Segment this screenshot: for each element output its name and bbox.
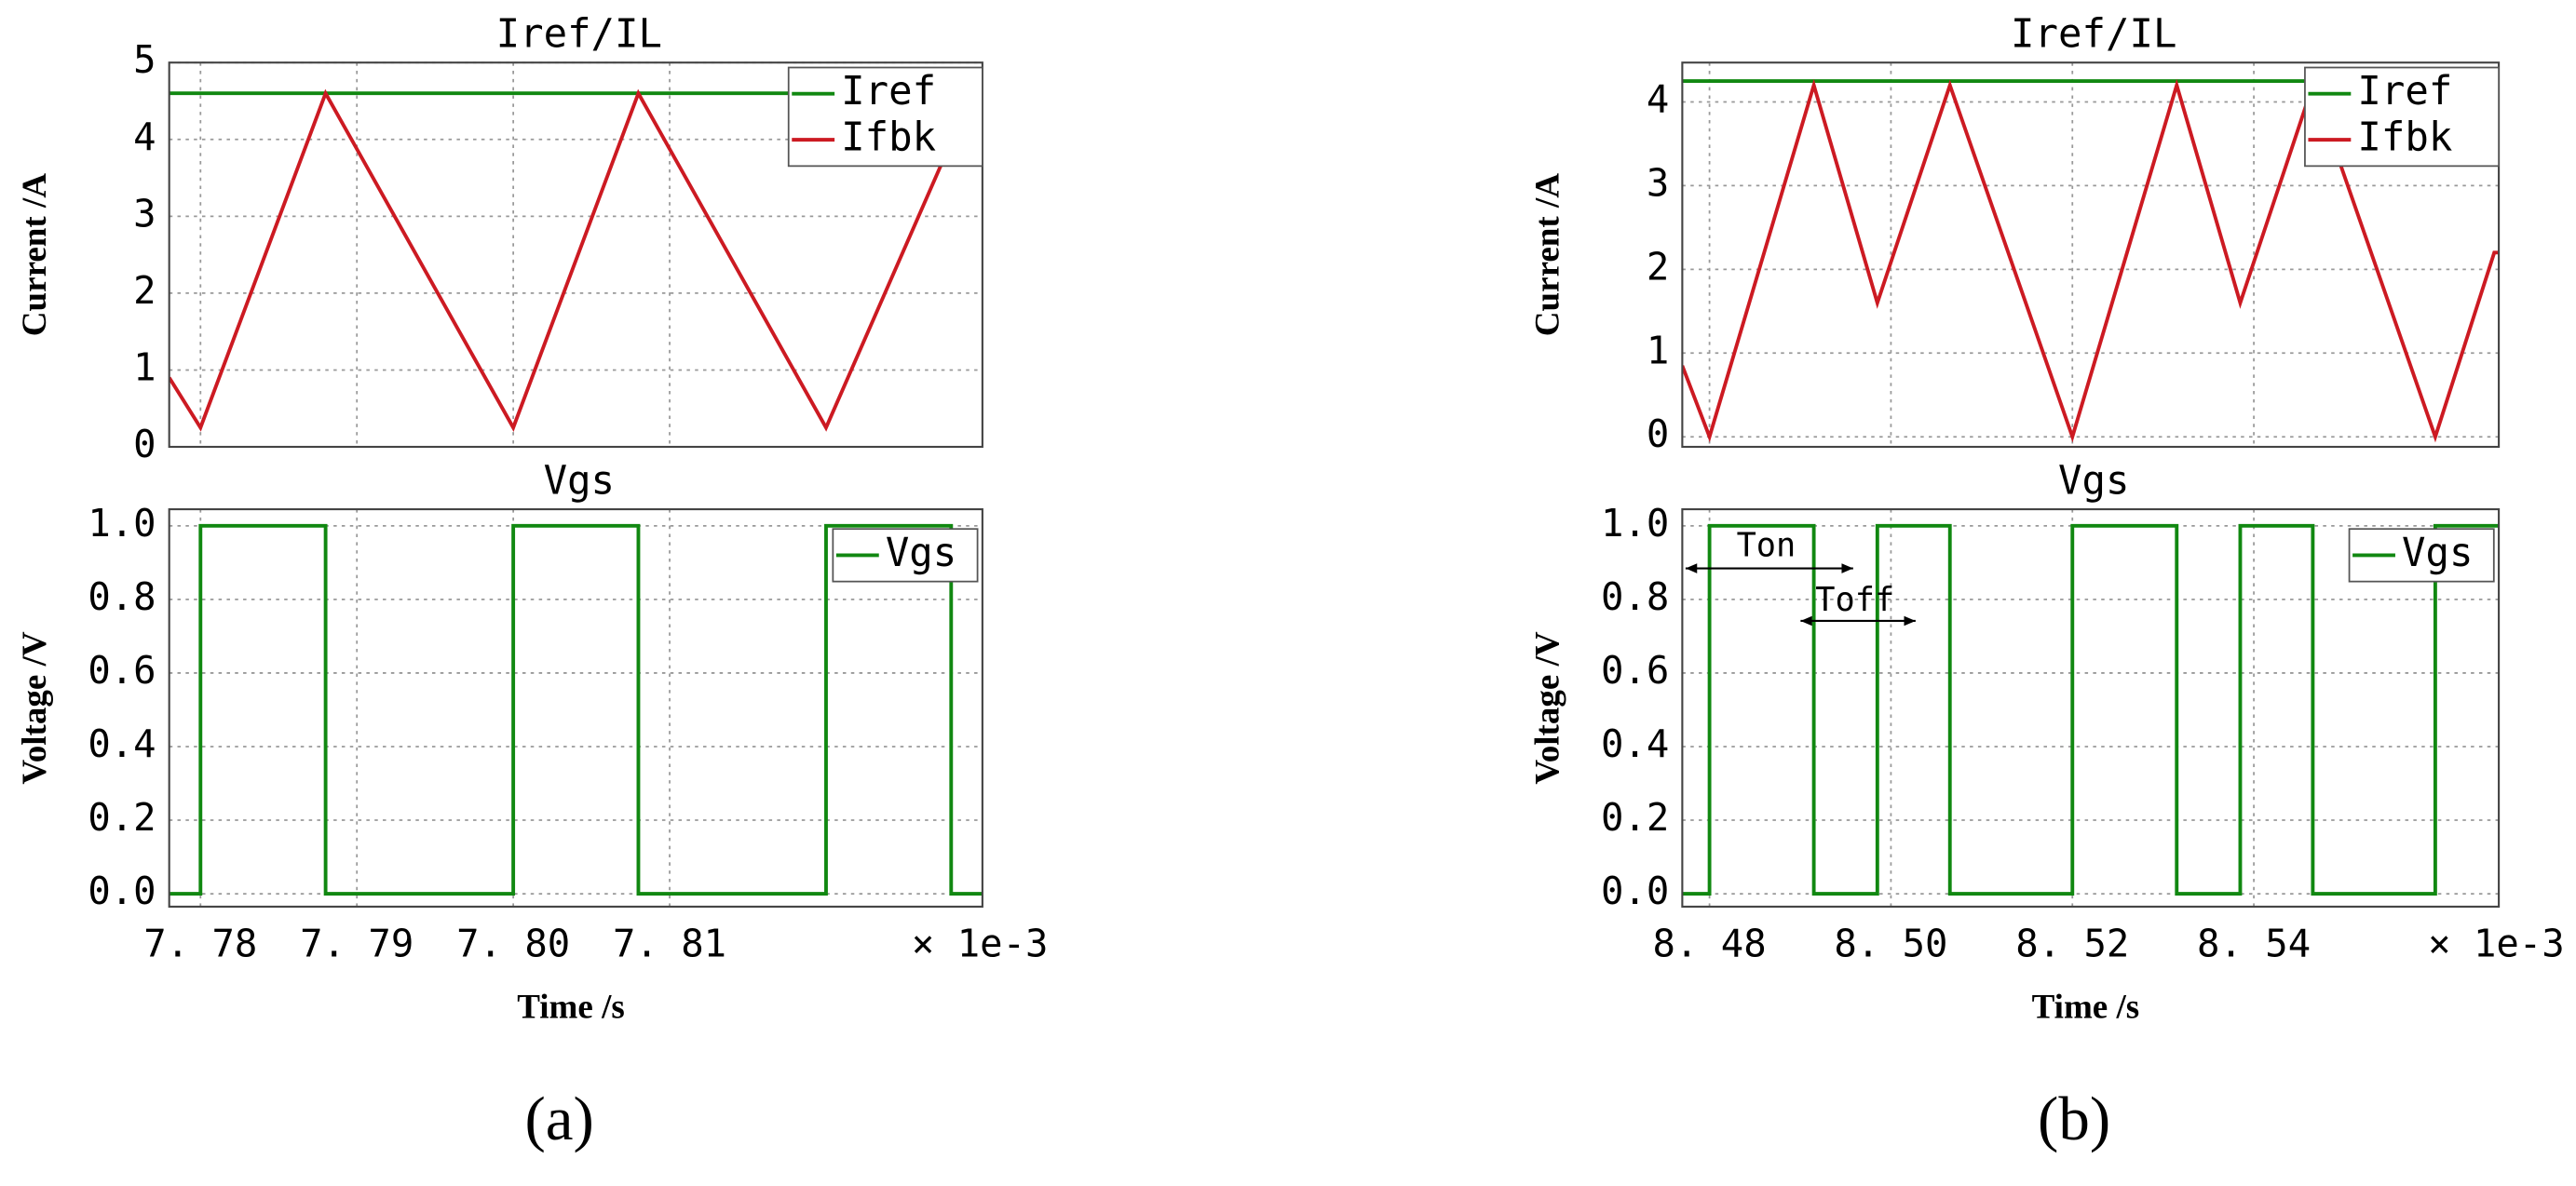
legend-label: Vgs (886, 530, 956, 575)
legend-box (787, 66, 983, 168)
legend-box (2304, 66, 2500, 168)
y-tick-label: 3 (133, 191, 156, 236)
y-tick-label: 0.2 (1601, 795, 1669, 840)
legend-label: Iref (841, 68, 936, 114)
y-axis-label: Current /A (1529, 173, 1567, 336)
x-axis-label: Time /s (517, 989, 625, 1027)
y-tick-label: 1.0 (88, 501, 156, 546)
y-tick-label: 0 (133, 422, 156, 466)
y-tick-label: 0.4 (88, 721, 156, 766)
y-tick-label: 2 (1647, 244, 1669, 289)
x-multiplier: × 1e-3 (912, 921, 1049, 965)
annotation: Ton (1737, 527, 1796, 565)
series-line (1682, 523, 2500, 896)
x-tick-label: 8. 50 (1834, 921, 1947, 965)
arrow-head (1904, 615, 1916, 627)
y-tick-label: 4 (1647, 76, 1669, 121)
arrow-head (1800, 615, 1812, 627)
legend-label: Vgs (2402, 530, 2473, 575)
y-tick-label: 0.0 (88, 869, 156, 913)
y-tick-label: 0 (1647, 411, 1669, 456)
y-tick-label: 0.6 (1601, 648, 1669, 693)
x-multiplier: × 1e-3 (2428, 921, 2565, 965)
y-axis-label: Voltage /V (1529, 631, 1567, 784)
y-tick-label: 3 (1647, 160, 1669, 205)
arrow-head (1841, 563, 1853, 573)
arrow-head (1685, 563, 1698, 573)
plot-frame (168, 507, 983, 908)
plot-frame (1681, 507, 2501, 908)
plot-frame (168, 61, 983, 449)
x-tick-label: 7. 79 (300, 921, 414, 965)
x-tick-label: 8. 48 (1653, 921, 1767, 965)
legend-label: Ifbk (2357, 115, 2452, 160)
y-tick-label: 0.2 (88, 795, 156, 840)
subplot-title: Vgs (2058, 457, 2129, 503)
x-axis-label: Time /s (2032, 989, 2140, 1027)
panel-caption: (a) (524, 1085, 593, 1153)
series-line (169, 523, 983, 896)
x-tick-label: 7. 81 (613, 921, 726, 965)
y-tick-label: 2 (133, 268, 156, 313)
x-tick-label: 7. 78 (143, 921, 257, 965)
y-tick-label: 0.8 (88, 574, 156, 619)
x-tick-label: 7. 80 (456, 921, 570, 965)
y-tick-label: 1 (1647, 328, 1669, 372)
legend-label: Ifbk (841, 115, 936, 160)
subplot-title: Iref/IL (2011, 10, 2176, 56)
y-tick-label: 1 (133, 344, 156, 389)
x-tick-label: 8. 54 (2197, 921, 2311, 965)
x-tick-label: 8. 52 (2015, 921, 2129, 965)
y-tick-label: 0.8 (1601, 574, 1669, 619)
y-tick-label: 1.0 (1601, 501, 1669, 546)
y-tick-label: 5 (133, 37, 156, 82)
legend-box (832, 528, 979, 583)
y-axis-label: Current /A (16, 173, 54, 336)
y-tick-label: 0.6 (88, 648, 156, 693)
legend-label: Iref (2357, 68, 2452, 114)
panel-caption: (b) (2038, 1085, 2110, 1153)
y-tick-label: 0.4 (1601, 721, 1669, 766)
plot-frame (1681, 61, 2501, 449)
subplot-title: Iref/IL (496, 10, 662, 56)
annotation: Toff (1815, 581, 1894, 619)
y-tick-label: 4 (133, 115, 156, 159)
subplot-title: Vgs (544, 457, 615, 503)
y-tick-label: 0.0 (1601, 869, 1669, 913)
series-line (1682, 78, 2500, 443)
y-axis-label: Voltage /V (16, 631, 54, 784)
